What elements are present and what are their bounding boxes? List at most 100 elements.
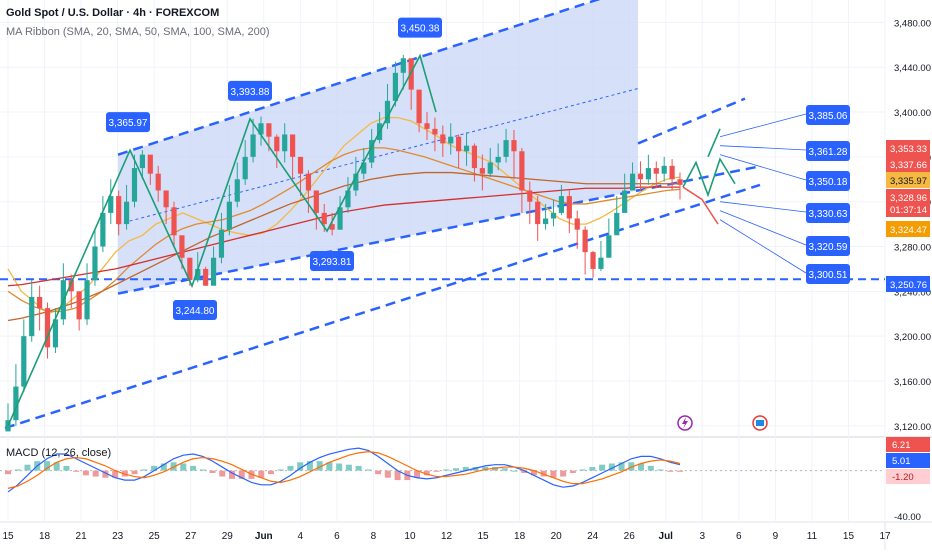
price-tag-label: 3,353.33	[890, 144, 927, 155]
target-label-box	[806, 141, 850, 161]
target-label-box	[806, 171, 850, 191]
x-tick-label: 15	[2, 531, 14, 542]
projection-connector	[719, 219, 807, 274]
event-icons	[677, 415, 768, 431]
candlesticks	[5, 54, 683, 432]
candle-body	[131, 168, 138, 202]
candle-body	[479, 168, 485, 174]
wave-label-box	[106, 112, 150, 133]
price-tag	[886, 189, 930, 217]
x-tick-label: 24	[587, 531, 599, 542]
candle-body	[535, 201, 541, 225]
projection-zigzag	[682, 157, 736, 198]
price-tag-label: 3,324.47	[890, 225, 927, 236]
candle-body	[297, 156, 304, 174]
candle-body	[550, 212, 557, 219]
projection-drawing: 3,385.06 3,361.28 3,350.18 3,330.63 3,320.59…	[682, 105, 850, 284]
candle-body	[590, 252, 596, 269]
candle-body	[52, 319, 59, 348]
macd-histogram-bar	[277, 469, 284, 471]
x-tick-label: 15	[477, 531, 489, 542]
target-label: 3,385.06	[809, 111, 848, 122]
candle-body	[195, 268, 201, 281]
macd-value-label: 5.01	[892, 456, 911, 467]
candle-body	[108, 196, 114, 213]
candle-body	[677, 179, 683, 185]
macd-histogram-bar	[677, 470, 683, 472]
macd-histogram-bar	[43, 461, 50, 471]
candle-body	[392, 72, 398, 101]
x-tick-label: Jun	[255, 531, 273, 542]
lower-trendline	[4, 183, 761, 430]
macd-histogram-bar	[14, 469, 21, 471]
macd-histogram-bar	[443, 469, 450, 471]
macd-histogram-bar	[73, 470, 80, 472]
candle-body	[503, 140, 509, 157]
x-tick-label: 15	[843, 531, 855, 542]
macd-histogram-bar	[384, 470, 391, 478]
wave-label: 3,365.97	[109, 118, 148, 129]
candle-body	[37, 296, 43, 309]
candle-body	[543, 218, 549, 225]
macd-legend[interactable]: MACD (12, 26, close)	[6, 447, 112, 459]
y-tick-label: 3,440.00	[894, 63, 931, 74]
macd-histogram-bar	[180, 463, 187, 471]
macd-line	[7, 447, 681, 493]
candle-body	[258, 123, 264, 135]
macd-histogram-bar	[219, 470, 226, 477]
candle-body	[313, 190, 319, 213]
macd-histogram-bar	[199, 469, 206, 471]
x-tick-label: 6	[334, 531, 340, 542]
candle-body	[622, 190, 628, 213]
candle-body	[432, 128, 438, 135]
macd-histogram-bar	[608, 463, 615, 471]
candle-body	[527, 190, 533, 202]
candle-body	[582, 229, 588, 253]
candle-body	[487, 162, 493, 174]
candle-body	[637, 173, 644, 180]
price-tag-label: 3,328.96	[890, 193, 927, 204]
candle-body	[361, 162, 367, 174]
macd-histogram-bar	[433, 470, 440, 472]
target-label-box	[806, 105, 850, 125]
macd-histogram-bar	[560, 470, 567, 477]
price-axis[interactable]: 3,480.003,440.003,400.003,360.003,320.00…	[886, 18, 931, 523]
price-tag-label: 3,335.97	[890, 176, 927, 187]
candle-body	[76, 291, 82, 320]
x-tick-label: 3	[700, 531, 706, 542]
y-tick-label: 3,280.00	[894, 243, 931, 254]
wave-label: 3,393.88	[231, 87, 270, 98]
upper-extension-line	[637, 97, 746, 145]
y-tick-label: 3,240.00	[894, 287, 931, 298]
candle-body	[274, 136, 280, 152]
candle-body	[384, 100, 391, 124]
target-label-box	[806, 203, 850, 223]
x-tick-label: 12	[441, 531, 453, 542]
x-tick-label: 23	[112, 531, 124, 542]
time-axis[interactable]: 15 18 21 23 25 27 29 Jun 4 6 8 10 12 15 18 20 24 26 Jul 3 6 9…	[2, 531, 891, 542]
candle-body	[424, 123, 430, 129]
candle-body	[606, 235, 612, 258]
x-tick-label: 17	[879, 531, 891, 542]
macd-histogram-bar	[423, 470, 430, 476]
candle-body	[68, 280, 74, 292]
candle-body	[305, 173, 312, 191]
candle-body	[155, 173, 161, 191]
candle-body	[661, 165, 667, 174]
wave-label-box	[173, 299, 217, 320]
wave-label: 3,244.80	[176, 306, 215, 317]
ma-ribbon-legend[interactable]: MA Ribbon (SMA, 20, SMA, 50, SMA, 100, S…	[6, 26, 270, 38]
candle-body	[218, 229, 225, 258]
candle-body	[234, 179, 240, 202]
symbol-title[interactable]: Gold Spot / U.S. Dollar · 4h · FOREXCOM	[6, 7, 220, 19]
candle-body	[337, 207, 343, 230]
candle-body	[250, 134, 256, 157]
macd-histogram-bar	[82, 470, 89, 476]
x-tick-label: Jul	[659, 531, 674, 542]
macd-histogram-bar	[462, 467, 469, 471]
candle-body	[5, 420, 11, 432]
target-label-box	[806, 236, 850, 256]
candle-body	[321, 212, 327, 225]
